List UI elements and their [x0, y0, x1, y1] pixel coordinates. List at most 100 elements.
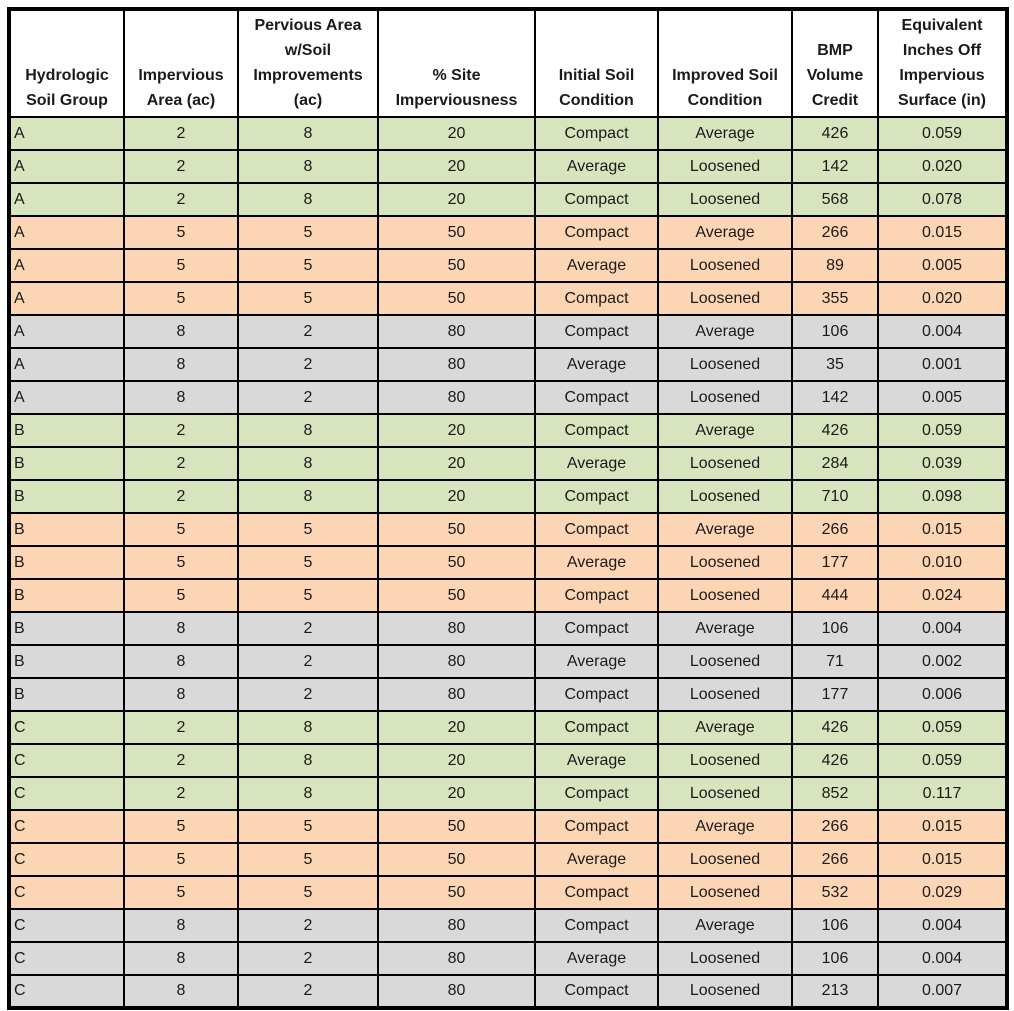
cell-soil_group: A	[8, 314, 125, 349]
cell-equiv_inches: 0.024	[877, 578, 1008, 613]
cell-site_imperviousness: 80	[377, 908, 536, 943]
cell-pervious_area: 2	[237, 347, 379, 382]
cell-soil_group: A	[8, 380, 125, 415]
cell-equiv_inches: 0.005	[877, 380, 1008, 415]
cell-bmp_volume_credit: 266	[791, 842, 879, 877]
cell-bmp_volume_credit: 106	[791, 314, 879, 349]
cell-initial_condition: Average	[534, 248, 659, 283]
table-row: B 2 8 20 Average Loosened 284 0.039	[8, 446, 1008, 481]
cell-pervious_area: 2	[237, 380, 379, 415]
cell-improved_condition: Loosened	[657, 479, 793, 514]
cell-bmp_volume_credit: 426	[791, 710, 879, 745]
table-row: B 8 2 80 Average Loosened 71 0.002	[8, 644, 1008, 679]
cell-initial_condition: Compact	[534, 314, 659, 349]
cell-improved_condition: Loosened	[657, 347, 793, 382]
cell-impervious_area: 5	[123, 512, 239, 547]
cell-bmp_volume_credit: 532	[791, 875, 879, 910]
cell-soil_group: A	[8, 215, 125, 250]
cell-bmp_volume_credit: 213	[791, 974, 879, 1009]
cell-site_imperviousness: 20	[377, 182, 536, 217]
cell-site_imperviousness: 50	[377, 842, 536, 877]
cell-impervious_area: 8	[123, 644, 239, 679]
header-row: Hydrologic Soil Group Impervious Area (ac…	[8, 8, 1008, 118]
cell-initial_condition: Compact	[534, 182, 659, 217]
cell-impervious_area: 2	[123, 446, 239, 481]
cell-improved_condition: Loosened	[657, 248, 793, 283]
cell-bmp_volume_credit: 106	[791, 908, 879, 943]
cell-soil_group: C	[8, 974, 125, 1009]
cell-site_imperviousness: 20	[377, 413, 536, 448]
cell-pervious_area: 8	[237, 743, 379, 778]
table-body: A 2 8 20 Compact Average 426 0.059 A 2 8 20 Average L…	[8, 116, 1008, 1009]
cell-site_imperviousness: 20	[377, 776, 536, 811]
cell-improved_condition: Loosened	[657, 842, 793, 877]
cell-improved_condition: Average	[657, 116, 793, 151]
cell-site_imperviousness: 50	[377, 281, 536, 316]
cell-soil_group: C	[8, 908, 125, 943]
cell-impervious_area: 2	[123, 479, 239, 514]
cell-soil_group: B	[8, 677, 125, 712]
cell-pervious_area: 8	[237, 149, 379, 184]
column-header-impervious_area: Impervious Area (ac)	[123, 8, 239, 118]
cell-equiv_inches: 0.004	[877, 611, 1008, 646]
cell-pervious_area: 8	[237, 413, 379, 448]
cell-initial_condition: Compact	[534, 215, 659, 250]
cell-equiv_inches: 0.001	[877, 347, 1008, 382]
cell-pervious_area: 8	[237, 776, 379, 811]
cell-impervious_area: 5	[123, 809, 239, 844]
cell-bmp_volume_credit: 177	[791, 677, 879, 712]
cell-equiv_inches: 0.039	[877, 446, 1008, 481]
cell-improved_condition: Loosened	[657, 446, 793, 481]
cell-soil_group: B	[8, 446, 125, 481]
cell-impervious_area: 5	[123, 875, 239, 910]
table-row: C 8 2 80 Average Loosened 106 0.004	[8, 941, 1008, 976]
cell-soil_group: C	[8, 875, 125, 910]
cell-soil_group: B	[8, 545, 125, 580]
cell-bmp_volume_credit: 71	[791, 644, 879, 679]
cell-pervious_area: 2	[237, 974, 379, 1009]
cell-equiv_inches: 0.059	[877, 710, 1008, 745]
cell-pervious_area: 5	[237, 248, 379, 283]
cell-pervious_area: 2	[237, 908, 379, 943]
cell-bmp_volume_credit: 426	[791, 413, 879, 448]
cell-initial_condition: Compact	[534, 677, 659, 712]
cell-equiv_inches: 0.029	[877, 875, 1008, 910]
table-row: C 2 8 20 Compact Loosened 852 0.117	[8, 776, 1008, 811]
cell-bmp_volume_credit: 355	[791, 281, 879, 316]
cell-impervious_area: 5	[123, 578, 239, 613]
cell-impervious_area: 8	[123, 941, 239, 976]
cell-site_imperviousness: 20	[377, 710, 536, 745]
column-header-bmp_volume_credit: BMP Volume Credit	[791, 8, 879, 118]
cell-improved_condition: Loosened	[657, 149, 793, 184]
cell-pervious_area: 5	[237, 545, 379, 580]
table-row: C 2 8 20 Compact Average 426 0.059	[8, 710, 1008, 745]
column-header-initial_condition: Initial Soil Condition	[534, 8, 659, 118]
cell-improved_condition: Loosened	[657, 644, 793, 679]
cell-soil_group: B	[8, 413, 125, 448]
cell-soil_group: B	[8, 512, 125, 547]
cell-impervious_area: 2	[123, 116, 239, 151]
cell-bmp_volume_credit: 89	[791, 248, 879, 283]
cell-equiv_inches: 0.004	[877, 314, 1008, 349]
cell-pervious_area: 8	[237, 182, 379, 217]
cell-impervious_area: 8	[123, 380, 239, 415]
table-row: C 8 2 80 Compact Average 106 0.004	[8, 908, 1008, 943]
table-row: A 2 8 20 Compact Average 426 0.059	[8, 116, 1008, 151]
cell-improved_condition: Average	[657, 512, 793, 547]
cell-impervious_area: 8	[123, 611, 239, 646]
cell-site_imperviousness: 80	[377, 974, 536, 1009]
table-row: B 8 2 80 Compact Loosened 177 0.006	[8, 677, 1008, 712]
column-header-improved_condition: Improved Soil Condition	[657, 8, 793, 118]
cell-soil_group: A	[8, 182, 125, 217]
cell-bmp_volume_credit: 106	[791, 941, 879, 976]
cell-soil_group: A	[8, 281, 125, 316]
table-row: B 8 2 80 Compact Average 106 0.004	[8, 611, 1008, 646]
cell-site_imperviousness: 80	[377, 380, 536, 415]
cell-equiv_inches: 0.020	[877, 149, 1008, 184]
cell-bmp_volume_credit: 426	[791, 116, 879, 151]
cell-impervious_area: 2	[123, 743, 239, 778]
cell-impervious_area: 5	[123, 248, 239, 283]
column-header-soil_group: Hydrologic Soil Group	[8, 8, 125, 118]
table-row: A 8 2 80 Average Loosened 35 0.001	[8, 347, 1008, 382]
